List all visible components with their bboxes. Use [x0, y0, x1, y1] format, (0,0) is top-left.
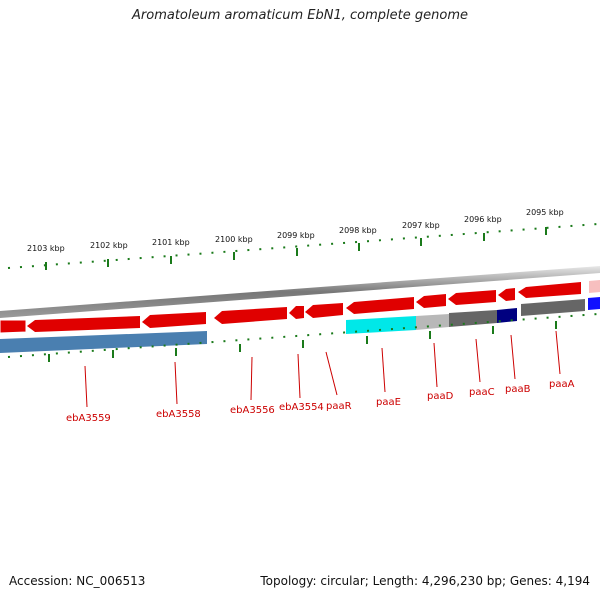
lower-ruler: [7, 313, 599, 362]
ruler-label: 2098 kbp: [339, 226, 377, 235]
gene-arrow: [518, 282, 581, 298]
ruler-label: 2099 kbp: [277, 231, 315, 240]
gene-arrow: [448, 290, 496, 305]
leader-paaB: [510, 334, 516, 380]
upper-ruler: 2103 kbp 2102 kbp 2101 kbp 2100 kbp 2099…: [7, 208, 599, 270]
leader-paaR: [325, 351, 338, 396]
leader-ebA3554: [297, 353, 301, 399]
leader-paaD: [433, 342, 438, 388]
leader-paaC: [475, 338, 481, 383]
leader-paaA: [555, 330, 561, 375]
cog-block-blue: [588, 297, 600, 310]
gene-label-paaB: paaB: [505, 384, 531, 395]
gene-label-paaR: paaR: [326, 401, 352, 412]
ruler-label: 2101 kbp: [152, 238, 190, 247]
cog-block-ebA3559: [0, 331, 207, 353]
ruler-label: 2100 kbp: [215, 235, 253, 244]
gene-arrow: [589, 280, 600, 293]
gene-leaders: [84, 330, 561, 408]
leader-ebA3556: [250, 356, 253, 401]
ruler-dots-upper: [7, 223, 599, 269]
cog-block-paaA: [521, 299, 585, 316]
cog-block-paaC: [449, 310, 497, 327]
accession-text: Accession: NC_006513: [9, 574, 146, 588]
cog-block-paaE: [346, 316, 416, 334]
cog-block-paaD: [416, 314, 449, 330]
gene-arrow: [305, 303, 343, 318]
map-title: Aromatoleum aromaticum EbN1, complete ge…: [132, 8, 468, 23]
gene-arrow: [214, 307, 287, 324]
gene-label-paaC: paaC: [469, 387, 495, 398]
gene-arrow: [27, 316, 140, 332]
gene-track-red: [0, 280, 600, 334]
ruler-label: 2103 kbp: [27, 244, 65, 253]
gene-label-paaA: paaA: [549, 379, 575, 390]
ruler-label: 2102 kbp: [90, 241, 128, 250]
leader-ebA3558: [174, 361, 178, 405]
gene-label-ebA3559: ebA3559: [66, 413, 111, 424]
ruler-label: 2097 kbp: [402, 221, 440, 230]
gene-label-paaE: paaE: [376, 397, 401, 408]
gene-arrow: [289, 306, 304, 319]
leader-paaE: [381, 347, 386, 393]
gene-arrow: [416, 294, 446, 308]
ruler-label: 2096 kbp: [464, 215, 502, 224]
cog-block-paaB: [497, 308, 517, 323]
gene-label-ebA3556: ebA3556: [230, 405, 275, 416]
gene-label-ebA3558: ebA3558: [156, 409, 201, 420]
gene-label-ebA3554: ebA3554: [279, 402, 324, 413]
gene-label-paaD: paaD: [427, 391, 454, 402]
gene-arrow: [0, 319, 27, 334]
genome-backbone: [0, 266, 600, 318]
leader-ebA3559: [84, 365, 88, 408]
ruler-label: 2095 kbp: [526, 208, 564, 217]
gene-track-cog: [0, 297, 600, 353]
gene-arrow: [142, 312, 206, 328]
genome-summary-text: Topology: circular; Length: 4,296,230 bp…: [260, 574, 590, 588]
gene-arrow: [498, 288, 515, 301]
gene-arrow: [346, 297, 414, 314]
gene-labels: ebA3559 ebA3558 ebA3556 ebA3554 paaR paa…: [66, 379, 575, 424]
